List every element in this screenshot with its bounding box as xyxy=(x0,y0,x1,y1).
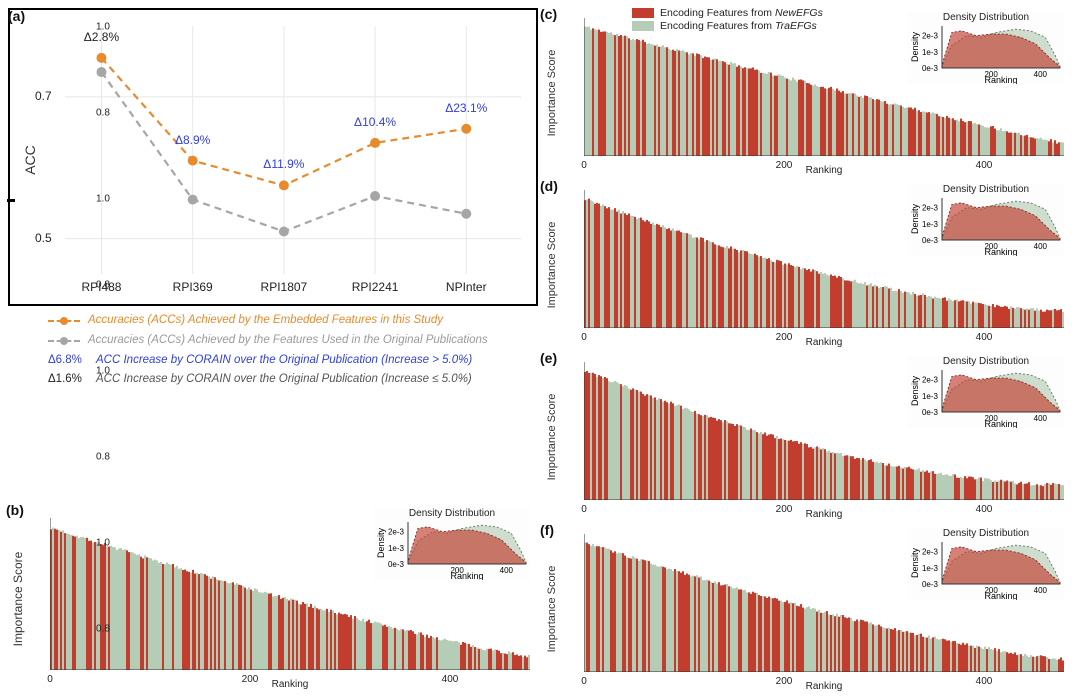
panel-a-label: (a) xyxy=(8,8,25,24)
bar-xlabel: Ranking xyxy=(272,679,309,690)
bar-xtick: 400 xyxy=(976,676,993,687)
svg-text:0e-3: 0e-3 xyxy=(922,408,939,417)
bar-xtick: 200 xyxy=(776,332,793,343)
panel-e-label: (e) xyxy=(540,350,557,366)
legend-row: Accuracies (ACCs) Achieved by the Embedd… xyxy=(48,312,532,330)
panel-d-ylabel: Importance Score xyxy=(546,222,558,309)
bar-xtick: 0 xyxy=(581,160,587,171)
bar-xlabel: Ranking xyxy=(806,681,843,692)
bar-xtick: 400 xyxy=(442,674,459,685)
svg-text:Density: Density xyxy=(910,203,920,234)
panel-f-ylabel: Importance Score xyxy=(546,566,558,653)
density-inset: Density Distribution0e-31e-32e-3200400De… xyxy=(908,356,1064,428)
svg-text:Density: Density xyxy=(910,375,920,406)
svg-text:400: 400 xyxy=(500,566,514,575)
svg-text:1e-3: 1e-3 xyxy=(922,48,939,57)
bar-xtick: 0 xyxy=(581,332,587,343)
panel-a-ytick: 0.7 xyxy=(35,89,52,103)
panel-c-ylabel: Importance Score xyxy=(546,50,558,137)
bar-ytick: 0.8 xyxy=(96,107,578,118)
panel-d-label: (d) xyxy=(540,178,558,194)
svg-text:2e-3: 2e-3 xyxy=(922,376,939,385)
bar-xtick: 0 xyxy=(47,674,53,685)
svg-text:Density: Density xyxy=(910,547,920,578)
panel-f-label: (f) xyxy=(540,522,554,538)
panel-b-label: (b) xyxy=(6,502,24,518)
panel-c: (c) Importance Score 0.81.00200400Rankin… xyxy=(542,8,1072,178)
svg-text:Density: Density xyxy=(910,31,920,62)
bar-xlabel: Ranking xyxy=(806,337,843,348)
bar-ytick: 0.8 xyxy=(0,617,44,628)
svg-text:2e-3: 2e-3 xyxy=(922,32,939,41)
bar-xtick: 200 xyxy=(242,674,259,685)
bar-xtick: 400 xyxy=(976,160,993,171)
panel-c-label: (c) xyxy=(540,6,557,22)
svg-text:400: 400 xyxy=(1034,414,1048,423)
bar-xlabel: Ranking xyxy=(806,165,843,176)
bar-xtick: 400 xyxy=(976,504,993,515)
bar-xtick: 0 xyxy=(581,676,587,687)
panel-a-legend: Accuracies (ACCs) Achieved by the Embedd… xyxy=(8,306,538,396)
panel-e: (e) Importance Score 0.81.00200400Rankin… xyxy=(542,352,1072,522)
panel-a: (a) ACC Δ2.8%Δ8.9%Δ11.9%Δ10.4%Δ23.1%0.50… xyxy=(8,8,538,306)
svg-text:2e-3: 2e-3 xyxy=(922,204,939,213)
bar-xtick: 200 xyxy=(776,504,793,515)
svg-text:1e-3: 1e-3 xyxy=(922,392,939,401)
density-inset: Density Distribution0e-31e-32e-3200400De… xyxy=(908,528,1064,600)
bar-legend-row: Encoding Features from TraEFGs xyxy=(632,20,823,32)
panel-b-ylabel: Importance Score xyxy=(11,552,25,647)
panel-b: (b) Importance Score 0.81.00200400Rankin… xyxy=(8,504,538,694)
svg-text:Ranking: Ranking xyxy=(984,75,1017,84)
svg-text:1e-3: 1e-3 xyxy=(922,564,939,573)
bar-ytick: 1.0 xyxy=(0,522,44,533)
bar-xtick: 0 xyxy=(581,504,587,515)
svg-text:Ranking: Ranking xyxy=(984,591,1017,600)
svg-text:1e-3: 1e-3 xyxy=(388,544,405,553)
svg-text:Ranking: Ranking xyxy=(984,247,1017,256)
svg-text:Density: Density xyxy=(376,527,386,558)
bar-ytick: 0.8 xyxy=(96,451,578,462)
bar-legend-row: Encoding Features from NewEFGs xyxy=(632,7,823,19)
density-inset: Density Distribution0e-31e-32e-3200400De… xyxy=(908,184,1064,256)
panel-f: (f) Importance Score 0.81.00200400Rankin… xyxy=(542,524,1072,694)
bar-ytick: 1.0 xyxy=(96,21,578,32)
bar-legend: Encoding Features from NewEFGsEncoding F… xyxy=(632,7,823,33)
svg-text:2e-3: 2e-3 xyxy=(388,528,405,537)
svg-text:0e-3: 0e-3 xyxy=(388,560,405,569)
right-column: (c) Importance Score 0.81.00200400Rankin… xyxy=(542,8,1072,694)
bar-xtick: 200 xyxy=(776,676,793,687)
bar-ytick: 0.8 xyxy=(96,623,578,634)
density-inset: Density Distribution0e-31e-32e-3200400De… xyxy=(374,508,530,580)
svg-text:2e-3: 2e-3 xyxy=(922,548,939,557)
svg-text:0e-3: 0e-3 xyxy=(922,64,939,73)
panel-d: (d) Importance Score 0.81.00200400Rankin… xyxy=(542,180,1072,350)
panel-a-plot: Δ2.8%Δ8.9%Δ11.9%Δ10.4%Δ23.1%0.50.7RPI488… xyxy=(65,26,521,274)
bar-xtick: 200 xyxy=(776,160,793,171)
svg-text:400: 400 xyxy=(1034,70,1048,79)
legend-row: Accuracies (ACCs) Achieved by the Featur… xyxy=(48,332,532,350)
bar-ytick: 1.0 xyxy=(96,365,578,376)
panel-a-delta-label: Δ11.9% xyxy=(263,157,304,171)
panel-e-ylabel: Importance Score xyxy=(546,394,558,481)
bar-xlabel: Ranking xyxy=(806,509,843,520)
bar-xtick: 400 xyxy=(976,332,993,343)
svg-text:Ranking: Ranking xyxy=(984,419,1017,428)
bar-ytick: 1.0 xyxy=(96,193,578,204)
svg-text:0e-3: 0e-3 xyxy=(922,580,939,589)
svg-text:1e-3: 1e-3 xyxy=(922,220,939,229)
figure-root: (a) ACC Δ2.8%Δ8.9%Δ11.9%Δ10.4%Δ23.1%0.50… xyxy=(8,8,1072,692)
bar-ytick: 0.8 xyxy=(96,279,578,290)
density-inset: Density Distribution0e-31e-32e-3200400De… xyxy=(908,12,1064,84)
svg-text:400: 400 xyxy=(1034,586,1048,595)
panel-a-ytick: 0.5 xyxy=(35,231,52,245)
svg-text:400: 400 xyxy=(1034,242,1048,251)
panel-a-delta-label: Δ8.9% xyxy=(175,133,210,147)
svg-text:0e-3: 0e-3 xyxy=(922,236,939,245)
svg-text:Ranking: Ranking xyxy=(450,571,483,580)
panel-a-ylabel: ACC xyxy=(22,145,38,175)
